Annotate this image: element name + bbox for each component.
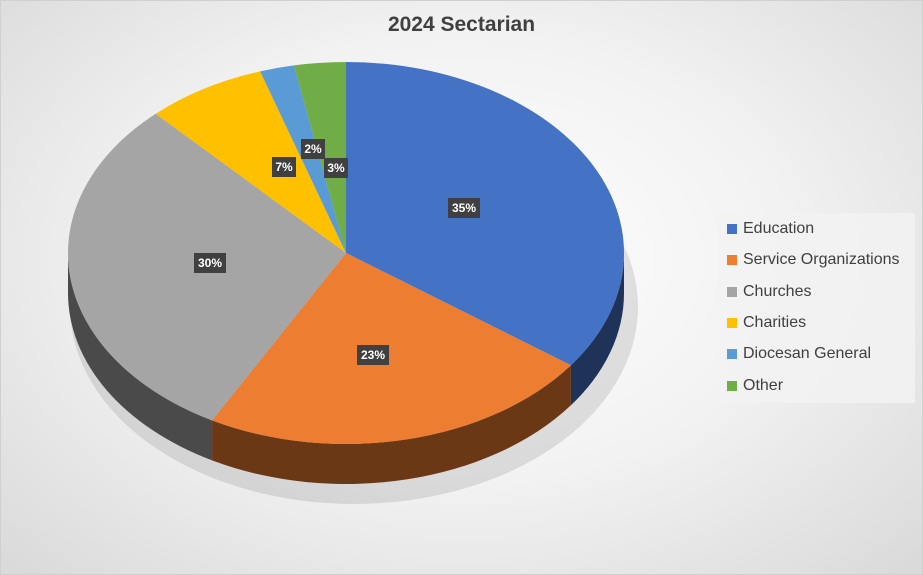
legend-swatch [727, 286, 737, 297]
data-label-text: 35% [452, 201, 476, 215]
legend-label: Churches [743, 282, 812, 300]
legend-swatch [727, 224, 737, 234]
pie-slice-education[interactable] [346, 62, 624, 366]
legend-item[interactable]: Other [727, 376, 783, 396]
legend-item[interactable]: Service Organizations [727, 250, 900, 270]
legend-swatch [727, 255, 737, 266]
data-label-text: 2% [304, 142, 322, 156]
legend-item[interactable]: Churches [727, 282, 811, 302]
data-label: 30% [194, 253, 226, 273]
pie-slice-service-organizations[interactable] [212, 253, 571, 444]
pie-side-education [570, 253, 624, 406]
legend-label: Service Organizations [743, 251, 900, 269]
data-label-text: 23% [361, 348, 385, 362]
legend-swatch [727, 380, 737, 391]
legend-item[interactable]: Charities [727, 313, 806, 333]
legend-item[interactable]: Diocesan General [727, 344, 871, 364]
pie-slice-charities[interactable] [155, 71, 346, 253]
data-label: 23% [357, 345, 389, 365]
data-label: 35% [448, 198, 480, 218]
pie-slice-diocesan-general[interactable] [260, 65, 346, 253]
legend-swatch [727, 349, 737, 360]
data-label-text: 3% [327, 161, 345, 175]
legend-label: Charities [743, 313, 807, 331]
legend-label: Education [743, 220, 815, 237]
chart-title: 2024 Sectarian [387, 13, 536, 36]
legend-label: Other [743, 376, 784, 394]
legend-swatch [727, 317, 737, 328]
legend-item[interactable]: Education [727, 219, 814, 239]
data-label: 3% [324, 158, 348, 178]
data-label: 2% [301, 139, 325, 159]
data-label-text: 30% [198, 256, 222, 270]
legend: Education Service Organizations Churches Ch… [718, 213, 915, 403]
legend-label: Diocesan General [743, 345, 872, 363]
pie-side-churches [68, 253, 213, 461]
data-label: 7% [272, 157, 296, 177]
data-label-text: 7% [275, 160, 293, 174]
pie-side-service-organizations [212, 365, 571, 485]
